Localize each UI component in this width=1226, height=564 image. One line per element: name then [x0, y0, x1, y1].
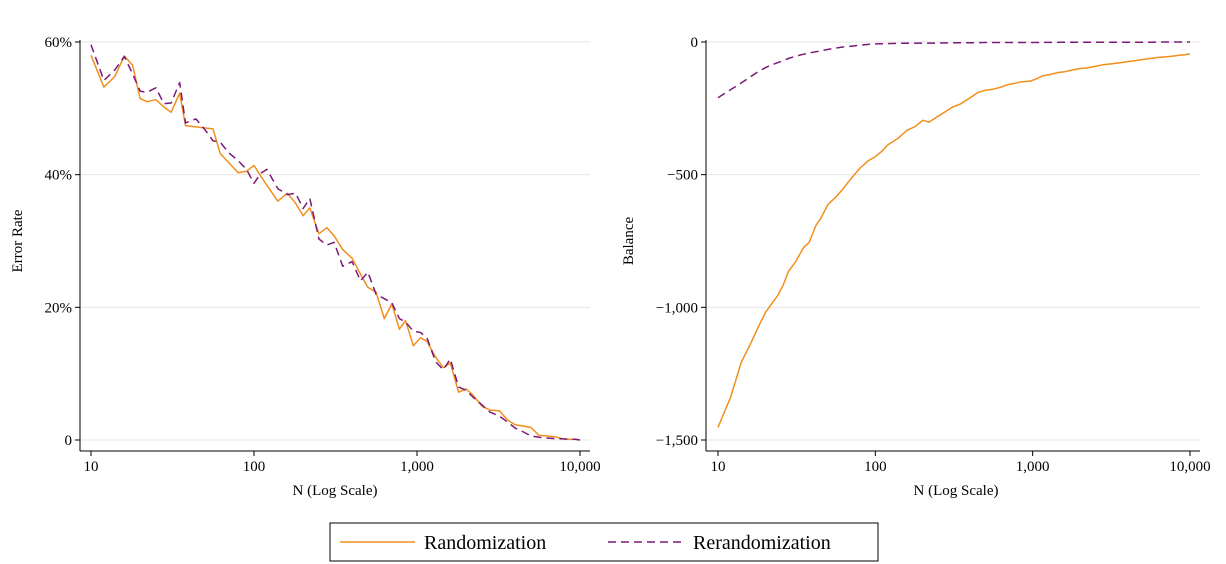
error-rate-series-rerandomization — [90, 44, 581, 441]
balance-y-tick-label-0: 0 — [691, 35, 699, 51]
error-rate-series-randomization — [90, 55, 581, 441]
balance-x-tick-label-3: 10,000 — [1169, 459, 1210, 475]
balance-y-tick-label-2: −1,000 — [656, 300, 698, 316]
error-rate-axes — [79, 40, 590, 452]
error-rate-series — [90, 44, 581, 441]
error-rate-x-tick-label-1: 100 — [243, 459, 266, 475]
legend-box — [329, 522, 879, 562]
error-rate-y-ticks: 0 20% 40% 60% — [45, 35, 80, 449]
balance-x-tick-label-1: 100 — [864, 459, 887, 475]
error-rate-x-axis-title: N (Log Scale) — [293, 483, 378, 499]
balance-x-tick-label-2: 1,000 — [1016, 459, 1050, 475]
balance-x-ticks: 10 100 1,000 10,000 — [711, 451, 1211, 475]
legend: Randomization Rerandomization — [329, 522, 879, 562]
balance-series — [717, 41, 1191, 428]
error-rate-y-axis-title: Error Rate — [10, 209, 26, 272]
balance-gridlines — [706, 41, 1200, 441]
balance-series-randomization — [717, 53, 1191, 428]
error-rate-x-ticks: 10 100 1,000 10,000 — [84, 451, 601, 475]
error-rate-y-tick-label-2: 40% — [45, 168, 73, 184]
error-rate-x-tick-label-0: 10 — [84, 459, 99, 475]
error-rate-y-tick-label-1: 20% — [45, 300, 73, 316]
balance-axes — [705, 40, 1200, 452]
legend-label-rerandomization: Rerandomization — [693, 532, 831, 554]
legend-label-randomization: Randomization — [424, 532, 546, 554]
balance-y-tick-label-1: −500 — [667, 168, 698, 184]
balance-y-axis-title: Balance — [621, 217, 637, 266]
balance-series-rerandomization — [717, 41, 1190, 99]
error-rate-y-tick-label-3: 60% — [45, 35, 73, 51]
error-rate-x-tick-label-3: 10,000 — [559, 459, 600, 475]
balance-chart: 0 −500 −1,000 −1,500 10 100 1,000 10,000 N (Lo… — [621, 35, 1211, 499]
error-rate-x-tick-label-2: 1,000 — [400, 459, 434, 475]
balance-x-axis-title: N (Log Scale) — [914, 483, 999, 499]
error-rate-chart: 0 20% 40% 60% 10 100 1,000 10,000 N (Log Scale… — [10, 35, 601, 499]
balance-x-tick-label-0: 10 — [711, 459, 726, 475]
error-rate-gridlines — [80, 41, 590, 441]
error-rate-y-tick-label-0: 0 — [65, 433, 73, 449]
balance-y-tick-label-3: −1,500 — [656, 433, 698, 449]
balance-y-ticks: 0 −500 −1,000 −1,500 — [656, 35, 706, 449]
